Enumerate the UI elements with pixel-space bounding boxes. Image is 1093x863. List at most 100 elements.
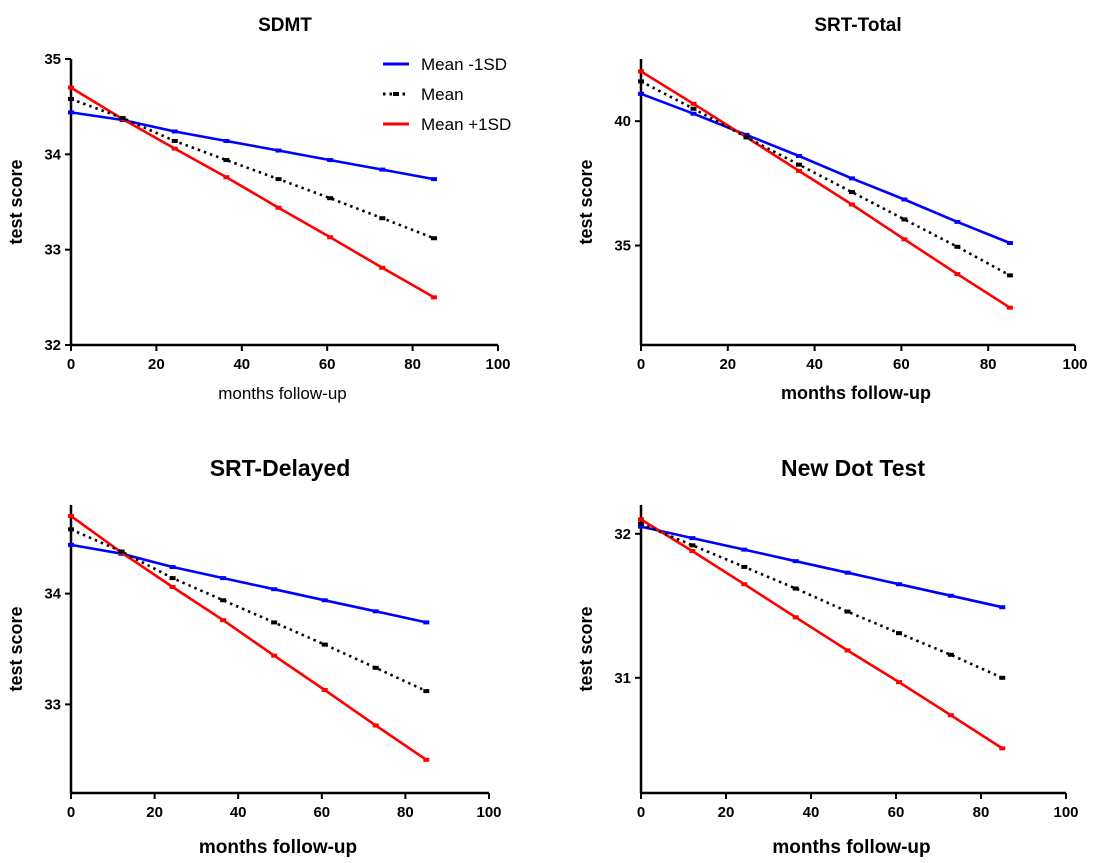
data-point [999, 605, 1006, 610]
data-point [792, 559, 799, 564]
y-tick-label: 34 [44, 146, 61, 163]
series-mean [638, 521, 1006, 680]
data-point [947, 652, 954, 657]
data-point [68, 542, 74, 547]
data-point [275, 177, 282, 182]
y-axis-label: test score [6, 606, 26, 691]
data-point [1006, 273, 1013, 278]
data-point [638, 91, 644, 96]
x-tick-label: 0 [67, 804, 75, 821]
x-tick-label: 100 [485, 356, 510, 373]
data-point [379, 216, 386, 221]
data-point [689, 549, 696, 554]
data-point [275, 148, 282, 153]
x-tick-label: 80 [980, 356, 997, 373]
data-point [947, 713, 954, 718]
data-point [271, 620, 278, 625]
data-point [321, 687, 328, 692]
data-point [169, 565, 176, 570]
series-line-mean-1sd [70, 86, 435, 299]
x-tick-label: 100 [476, 804, 501, 821]
data-point [638, 521, 644, 526]
x-axis-label: months follow-up [199, 837, 357, 858]
data-point [844, 648, 851, 653]
data-point [372, 723, 379, 728]
data-point [954, 244, 961, 249]
data-point [999, 746, 1006, 751]
data-point [638, 79, 644, 84]
data-point [638, 524, 644, 529]
data-point [423, 757, 430, 762]
data-point [119, 116, 126, 121]
chart-panels: SDMT 0 20 40 60 80 100 32 33 34 35 months follow-up… [6, 15, 1088, 858]
data-point [171, 129, 178, 134]
x-tick-label: 20 [719, 356, 736, 373]
y-tick-label: 33 [44, 242, 61, 259]
data-point [171, 146, 178, 151]
series-line-mean-1sd [640, 518, 1004, 750]
data-point [379, 265, 386, 270]
data-point [327, 235, 334, 240]
series-line-mean-1sd [640, 70, 1011, 309]
series-line-mean [640, 522, 1003, 679]
series-line-mean-1sd [640, 92, 1011, 245]
data-point [271, 653, 278, 658]
legend-item-mean-1sd: Mean +1SD [383, 115, 511, 134]
y-tick-label: 35 [614, 238, 631, 255]
chart-title: SRT-Delayed [210, 455, 351, 481]
data-point [848, 202, 855, 207]
data-point [68, 110, 74, 115]
series-mean-1sd [638, 517, 1006, 751]
data-point [741, 547, 748, 552]
data-point [690, 111, 697, 116]
y-axis-label: test score [576, 606, 596, 691]
x-tick-label: 100 [1062, 356, 1087, 373]
x-tick-label: 60 [893, 356, 910, 373]
x-tick-label: 40 [230, 804, 247, 821]
data-point [68, 85, 74, 90]
y-tick-label: 32 [614, 526, 631, 543]
data-point [220, 618, 227, 623]
series-line-mean [70, 528, 427, 693]
data-point [792, 586, 799, 591]
data-point [220, 576, 227, 581]
x-tick-label: 20 [718, 804, 735, 821]
data-point [430, 295, 437, 300]
data-point [223, 175, 230, 180]
data-point [901, 217, 908, 222]
series-mean [68, 527, 430, 694]
x-tick-label: 80 [404, 356, 421, 373]
data-point [220, 598, 227, 603]
data-point [638, 69, 644, 74]
chart-title: New Dot Test [781, 455, 925, 481]
data-point [795, 168, 802, 173]
data-point [795, 162, 802, 167]
x-axis-label: months follow-up [218, 384, 347, 403]
data-point [321, 642, 328, 647]
y-tick-label: 31 [614, 670, 631, 687]
series-mean-1sd [638, 69, 1013, 310]
data-point [999, 675, 1006, 680]
data-point [275, 205, 282, 210]
data-point [169, 584, 176, 589]
x-tick-label: 40 [803, 804, 820, 821]
data-point [743, 132, 750, 137]
y-axis-label: test score [576, 159, 596, 244]
x-tick-label: 40 [233, 356, 250, 373]
chart-new-dot-test: New Dot Test 0 20 40 60 80 100 31 32 months follo… [576, 455, 1079, 858]
legend-marker [393, 92, 399, 96]
data-point [690, 106, 697, 111]
y-tick-label: 35 [44, 51, 61, 68]
y-tick-label: 34 [44, 586, 61, 603]
x-tick-label: 0 [67, 356, 75, 373]
y-tick-label: 33 [44, 696, 61, 713]
data-point [792, 615, 799, 620]
data-point [901, 237, 908, 242]
data-point [690, 101, 697, 106]
x-tick-label: 100 [1053, 804, 1078, 821]
series-mean-1sd [68, 85, 437, 300]
x-axis-label: months follow-up [781, 383, 931, 403]
data-point [844, 609, 851, 614]
x-tick-label: 0 [637, 356, 645, 373]
data-point [1006, 305, 1013, 310]
